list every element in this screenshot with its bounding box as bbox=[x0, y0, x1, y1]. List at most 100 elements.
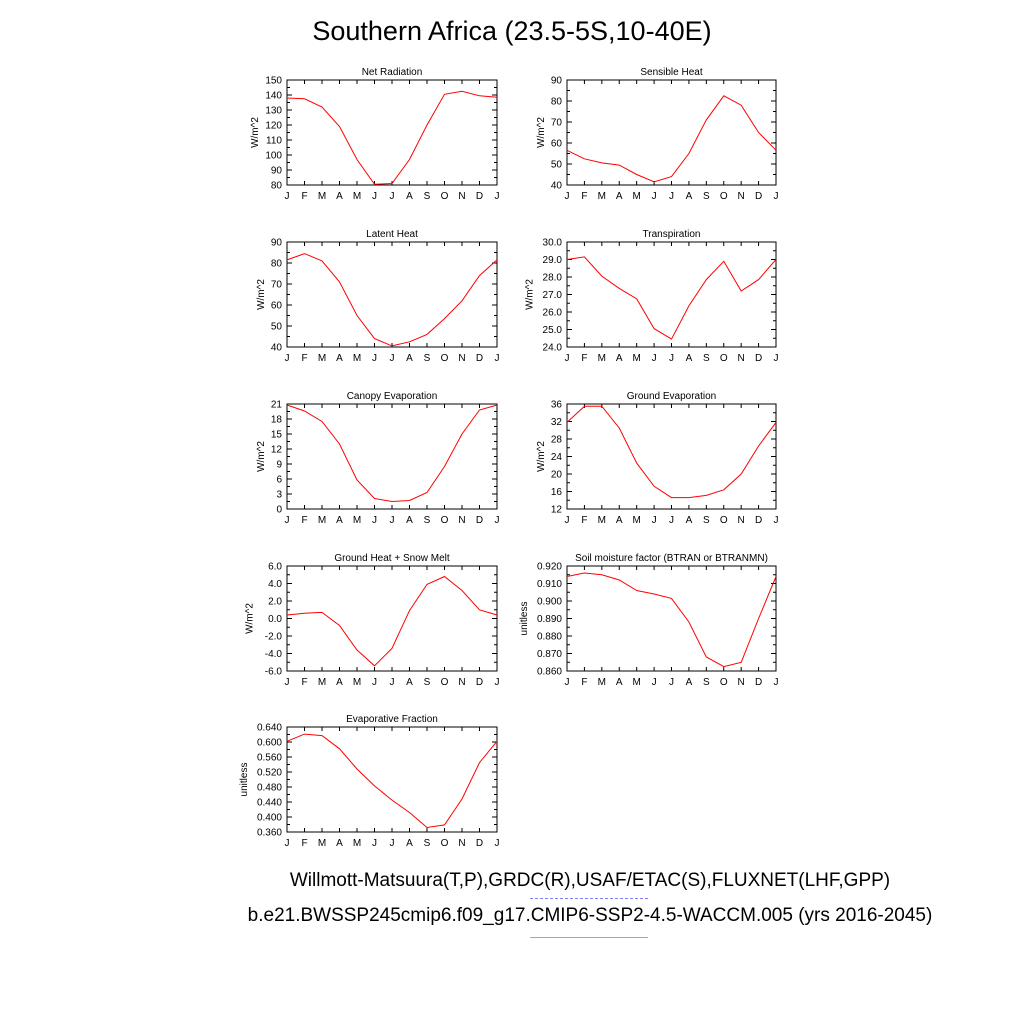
x-tick-label: J bbox=[285, 838, 290, 849]
x-tick-label: J bbox=[774, 353, 779, 364]
y-tick-label: 0.440 bbox=[257, 798, 282, 809]
x-tick-label: A bbox=[336, 838, 343, 849]
x-tick-label: D bbox=[476, 677, 483, 688]
series-line bbox=[566, 572, 777, 668]
y-tick-label: 0.0 bbox=[268, 614, 282, 625]
x-tick-label: A bbox=[406, 191, 413, 202]
panel-title: Ground Evaporation bbox=[627, 391, 717, 402]
y-tick-label: -6.0 bbox=[265, 667, 283, 678]
x-tick-label: O bbox=[720, 677, 728, 688]
x-tick-label: J bbox=[669, 191, 674, 202]
x-tick-label: J bbox=[285, 515, 290, 526]
x-tick-label: A bbox=[336, 191, 343, 202]
x-tick-label: S bbox=[703, 191, 710, 202]
y-tick-label: -2.0 bbox=[265, 632, 283, 643]
y-tick-label: 30.0 bbox=[543, 238, 563, 249]
panel-title: Ground Heat + Snow Melt bbox=[334, 553, 450, 564]
y-tick-label: 25.0 bbox=[543, 325, 563, 336]
y-tick-label: 3 bbox=[276, 490, 282, 501]
x-tick-label: O bbox=[441, 515, 449, 526]
x-tick-label: D bbox=[755, 353, 762, 364]
x-tick-label: D bbox=[755, 191, 762, 202]
x-tick-label: J bbox=[372, 677, 377, 688]
x-tick-label: M bbox=[318, 677, 326, 688]
series-line bbox=[566, 405, 777, 499]
y-tick-label: -4.0 bbox=[265, 649, 283, 660]
y-axis-label: W/m^2 bbox=[536, 117, 547, 148]
y-tick-label: 0.640 bbox=[257, 723, 282, 734]
x-tick-label: N bbox=[738, 353, 745, 364]
plot-frame bbox=[286, 79, 498, 186]
x-tick-label: J bbox=[390, 353, 395, 364]
x-tick-label: D bbox=[476, 838, 483, 849]
y-tick-label: 140 bbox=[265, 91, 282, 102]
x-tick-label: N bbox=[458, 191, 465, 202]
y-axis-label: W/m^2 bbox=[256, 279, 267, 310]
x-tick-label: N bbox=[458, 677, 465, 688]
panel-title: Net Radiation bbox=[362, 67, 423, 78]
panel-title: Evaporative Fraction bbox=[346, 714, 438, 725]
chart-panel: Soil moisture factor (BTRAN or BTRANMN) J… bbox=[519, 553, 779, 688]
x-tick-label: J bbox=[390, 191, 395, 202]
x-tick-label: D bbox=[755, 515, 762, 526]
x-tick-label: M bbox=[598, 677, 606, 688]
y-tick-label: 40 bbox=[271, 343, 283, 354]
x-tick-label: A bbox=[616, 677, 623, 688]
x-tick-label: J bbox=[774, 677, 779, 688]
y-tick-label: 4.0 bbox=[268, 579, 282, 590]
plot-frame bbox=[566, 79, 777, 186]
x-tick-label: D bbox=[476, 191, 483, 202]
panel-title: Latent Heat bbox=[366, 229, 418, 240]
x-tick-label: O bbox=[441, 353, 449, 364]
x-tick-label: A bbox=[686, 353, 693, 364]
x-tick-label: A bbox=[686, 191, 693, 202]
page-title: Southern Africa (23.5-5S,10-40E) bbox=[312, 16, 712, 46]
x-tick-label: M bbox=[353, 191, 361, 202]
y-tick-label: 0.360 bbox=[257, 828, 282, 839]
x-tick-label: S bbox=[424, 677, 431, 688]
x-tick-label: F bbox=[301, 515, 307, 526]
x-tick-label: M bbox=[598, 353, 606, 364]
x-tick-label: A bbox=[336, 353, 343, 364]
y-axis-label: unitless bbox=[519, 602, 530, 636]
x-tick-label: S bbox=[424, 515, 431, 526]
x-tick-label: N bbox=[458, 838, 465, 849]
y-tick-label: 36 bbox=[551, 400, 563, 411]
x-tick-label: O bbox=[441, 838, 449, 849]
x-tick-label: A bbox=[686, 515, 693, 526]
y-tick-label: 18 bbox=[271, 415, 283, 426]
x-tick-label: S bbox=[424, 191, 431, 202]
x-tick-label: J bbox=[669, 515, 674, 526]
x-tick-label: M bbox=[598, 515, 606, 526]
x-tick-label: M bbox=[598, 191, 606, 202]
y-tick-label: 26.0 bbox=[543, 308, 563, 319]
x-tick-label: J bbox=[285, 191, 290, 202]
y-tick-label: 16 bbox=[551, 487, 563, 498]
plot-frame bbox=[286, 565, 498, 672]
y-tick-label: 120 bbox=[265, 121, 282, 132]
x-tick-label: J bbox=[565, 515, 570, 526]
x-tick-label: M bbox=[318, 353, 326, 364]
x-tick-label: J bbox=[495, 677, 500, 688]
x-tick-label: D bbox=[476, 353, 483, 364]
model-legend-line bbox=[530, 937, 648, 938]
y-tick-label: 90 bbox=[271, 166, 283, 177]
x-tick-label: J bbox=[565, 191, 570, 202]
x-tick-label: J bbox=[495, 515, 500, 526]
x-tick-label: O bbox=[441, 677, 449, 688]
x-tick-label: N bbox=[738, 191, 745, 202]
x-tick-label: J bbox=[390, 515, 395, 526]
y-tick-label: 0.890 bbox=[537, 614, 562, 625]
y-tick-label: 28.0 bbox=[543, 273, 563, 284]
x-tick-label: J bbox=[372, 515, 377, 526]
y-tick-label: 21 bbox=[271, 400, 283, 411]
x-tick-label: J bbox=[774, 191, 779, 202]
x-tick-label: J bbox=[669, 353, 674, 364]
plot-frame bbox=[566, 241, 777, 348]
y-tick-label: 0.910 bbox=[537, 579, 562, 590]
panel-title: Canopy Evaporation bbox=[347, 391, 438, 402]
x-tick-label: M bbox=[318, 515, 326, 526]
plot-frame bbox=[566, 565, 777, 672]
